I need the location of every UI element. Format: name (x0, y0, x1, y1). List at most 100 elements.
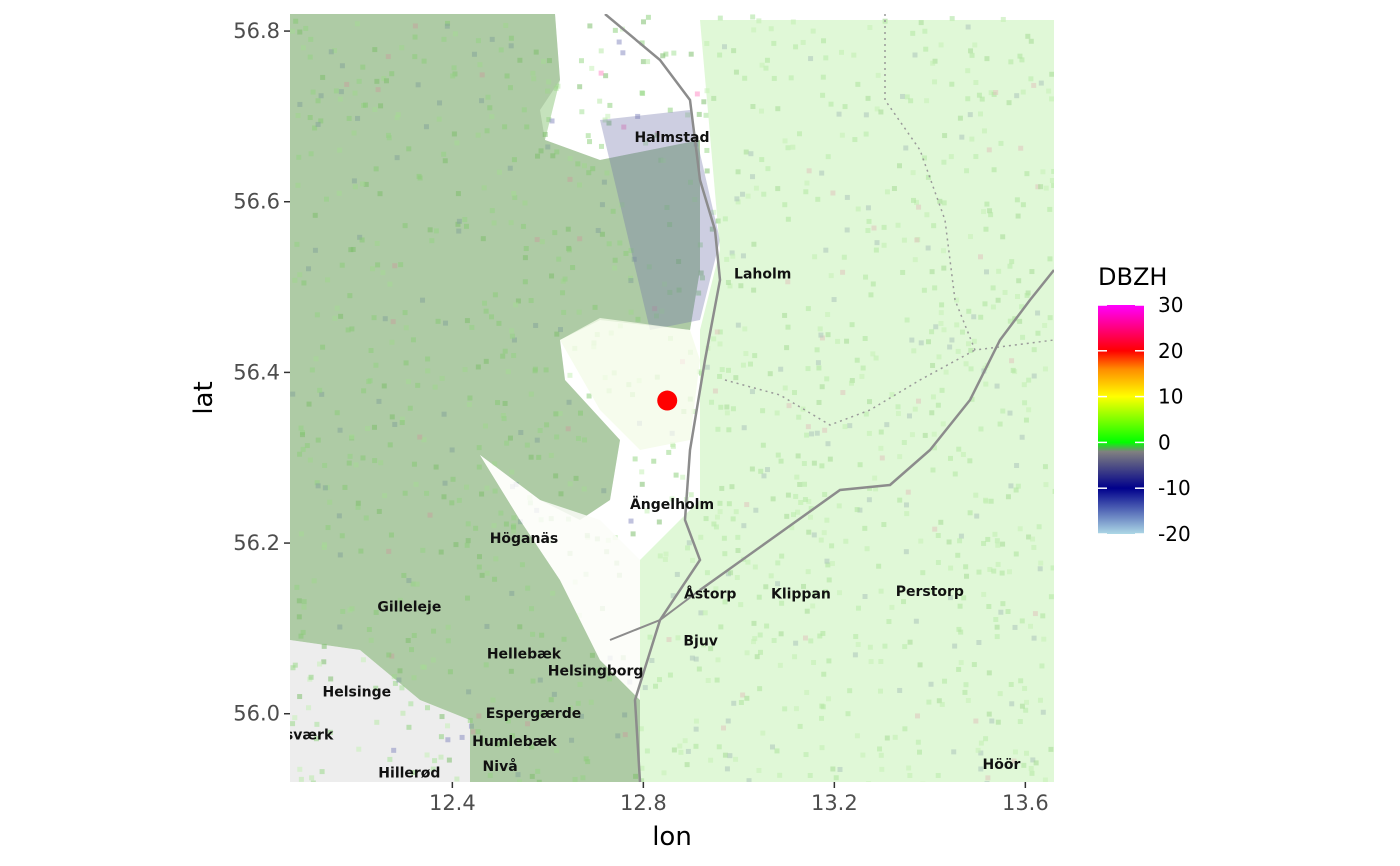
place-label: Hellebæk (487, 646, 562, 662)
radar-cell (353, 462, 359, 468)
radar-cell (492, 781, 498, 782)
radar-cell (577, 84, 583, 90)
radar-cell (511, 353, 517, 359)
radar-cell (660, 158, 666, 164)
radar-cell (430, 766, 436, 772)
radar-cell (414, 581, 420, 587)
radar-cell (666, 449, 672, 455)
radar-cell (670, 443, 676, 449)
radar-cell (374, 78, 380, 84)
radar-cell (567, 705, 573, 711)
radar-cell (489, 208, 495, 214)
radar-cell (362, 102, 368, 108)
radar-cell (337, 624, 343, 630)
radar-cell (315, 483, 321, 489)
radar-cell (382, 493, 388, 499)
radar-cell (427, 227, 433, 233)
radar-cell (557, 327, 563, 333)
radar-cell (537, 428, 543, 434)
radar-cell (447, 669, 453, 675)
radar-cell (337, 552, 343, 558)
radar-cell (377, 191, 383, 197)
radar-cell (310, 780, 316, 782)
radar-cell (352, 184, 358, 190)
radar-cell (381, 383, 387, 389)
x-axis: 12.4 12.8 13.2 13.6 (429, 782, 1049, 815)
radar-cell (628, 278, 634, 284)
radar-cell (615, 733, 621, 739)
radar-cell (544, 422, 550, 428)
radar-cell (309, 775, 315, 781)
radar-cell (515, 298, 521, 304)
radar-cell (298, 531, 304, 537)
radar-cell (473, 525, 479, 531)
radar-cell (496, 169, 502, 175)
radar-cell (373, 609, 379, 615)
radar-cell (628, 309, 634, 315)
legend: DBZH 30 20 10 0 -10 -20 (1098, 263, 1191, 546)
radar-cell (469, 324, 475, 330)
radar-cell (322, 462, 328, 468)
radar-cell (507, 85, 513, 91)
radar-cell (367, 378, 373, 384)
radar-cell (371, 315, 377, 321)
radar-cell (530, 631, 536, 637)
radar-cell (548, 452, 554, 458)
place-labels: Halmstad Laholm Ängelholm Höganäs Åstorp Klip… (290, 130, 1020, 782)
radar-cell (378, 460, 384, 466)
radar-cell (493, 556, 499, 562)
radar-cell (399, 420, 405, 426)
radar-cell (290, 665, 296, 671)
radar-cell (402, 310, 408, 316)
radar-cell (318, 93, 324, 99)
radar-cell (425, 705, 431, 711)
radar-cell (296, 598, 302, 604)
radar-cell (589, 65, 595, 71)
radar-cell (333, 88, 339, 94)
radar-cell (694, 91, 700, 97)
radar-cell (314, 480, 320, 486)
radar-cell (439, 375, 445, 381)
radar-cell (525, 585, 531, 591)
radar-cell (368, 637, 374, 643)
radar-cell (361, 388, 367, 394)
radar-cell (452, 31, 458, 37)
radar-cell (619, 202, 625, 208)
radar-cell (566, 247, 572, 253)
radar-cell (575, 700, 581, 706)
radar-cell (508, 35, 514, 41)
radar-cell (295, 113, 301, 119)
radar-cell (621, 124, 627, 130)
radar-cell (406, 578, 412, 584)
radar-cell (949, 16, 955, 22)
radar-cell (553, 85, 559, 91)
legend-label: 10 (1158, 385, 1183, 409)
radar-cell (505, 718, 511, 724)
radar-cell (688, 492, 694, 498)
radar-cell (403, 325, 409, 331)
radar-cell (309, 367, 315, 373)
radar-cell (593, 667, 599, 673)
radar-cell (509, 328, 515, 334)
radar-cell (511, 528, 517, 534)
radar-cell (673, 472, 679, 478)
radar-cell (459, 734, 465, 740)
radar-cell (599, 202, 605, 208)
radar-cell (415, 82, 421, 88)
radar-cell (539, 632, 545, 638)
radar-cell (580, 775, 586, 781)
legend-label: -10 (1158, 476, 1191, 500)
radar-cell (606, 241, 612, 247)
radar-cell (588, 699, 594, 705)
radar-cell (451, 131, 457, 137)
radar-cell (507, 165, 513, 171)
radar-cell (308, 674, 314, 680)
place-label: Klippan (771, 587, 831, 603)
radar-cell (300, 629, 306, 635)
radar-cell (688, 51, 694, 57)
radar-cell (390, 319, 396, 325)
radar-cell (307, 115, 313, 121)
radar-cell (553, 473, 559, 479)
radar-cell (297, 451, 303, 457)
